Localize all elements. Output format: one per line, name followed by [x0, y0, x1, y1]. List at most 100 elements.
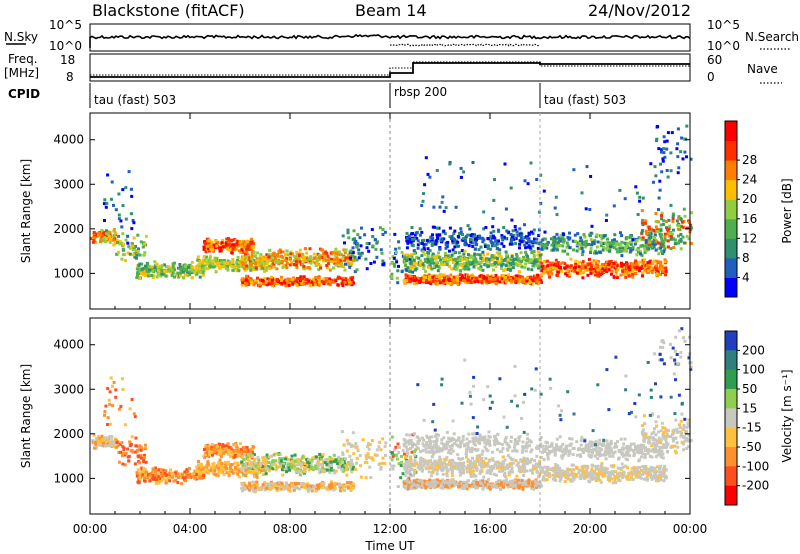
- scatter-cell: [500, 260, 504, 264]
- scatter-cell: [336, 261, 340, 265]
- scatter-cell: [526, 254, 529, 258]
- scatter-cell: [348, 465, 352, 469]
- scatter-cell: [504, 267, 508, 271]
- scatter-cell: [360, 475, 363, 479]
- scatter-cell: [657, 246, 661, 250]
- scatter-cell: [542, 189, 546, 193]
- scatter-cell: [235, 467, 239, 471]
- scatter-cell: [589, 271, 593, 275]
- scatter-cell: [595, 245, 599, 249]
- scatter-cell: [206, 447, 210, 451]
- scatter-cell: [450, 267, 454, 271]
- scatter-cell: [343, 464, 347, 467]
- scatter-cell: [358, 454, 362, 458]
- scatter-cell: [678, 228, 682, 232]
- scatter-cell: [306, 489, 310, 493]
- scatter-cell: [209, 248, 213, 252]
- scatter-cell: [104, 439, 108, 442]
- scatter-cell: [379, 248, 383, 252]
- scatter-cell: [659, 273, 663, 276]
- scatter-cell: [634, 272, 638, 276]
- scatter-cell: [108, 402, 112, 406]
- scatter-cell: [653, 230, 657, 234]
- scatter-cell: [177, 275, 181, 279]
- scatter-cell: [197, 270, 201, 274]
- scatter-cell: [313, 283, 317, 287]
- scatter-cell: [569, 264, 573, 268]
- scatter-cell: [234, 247, 238, 251]
- scatter-cell: [656, 220, 660, 224]
- beam-title: Beam 14: [355, 1, 427, 20]
- scatter-cell: [532, 255, 536, 259]
- scatter-cell: [545, 270, 549, 274]
- scatter-cell: [676, 127, 680, 131]
- scatter-cell: [289, 257, 292, 261]
- scatter-cell: [652, 245, 656, 249]
- scatter-cell: [317, 268, 321, 272]
- scatter-cell: [514, 279, 518, 283]
- scatter-cell: [367, 249, 371, 253]
- scatter-cell: [568, 231, 571, 235]
- scatter-cell: [403, 452, 406, 456]
- scatter-cell: [306, 460, 310, 464]
- scatter-cell: [210, 450, 214, 454]
- scatter-cell: [228, 240, 232, 244]
- scatter-cell: [395, 260, 399, 264]
- scatter-cell: [375, 448, 379, 452]
- scatter-cell: [425, 239, 429, 243]
- scatter-cell: [561, 249, 565, 253]
- scatter-cell: [236, 472, 240, 476]
- scatter-cell: [99, 443, 103, 447]
- scatter-cell: [204, 445, 208, 449]
- scatter-cell: [576, 263, 580, 267]
- scatter-cell: [240, 486, 244, 490]
- scatter-cell: [311, 468, 315, 472]
- scatter-cell: [494, 239, 498, 243]
- scatter-cell: [301, 277, 304, 280]
- scatter-cell: [267, 282, 271, 286]
- scatter-cell: [140, 468, 144, 472]
- scatter-cell: [104, 205, 108, 209]
- scatter-cell: [162, 469, 166, 473]
- scatter-cell: [111, 404, 115, 408]
- scatter-cell: [687, 221, 691, 224]
- scatter-cell: [442, 237, 446, 241]
- scatter-cell: [476, 279, 480, 283]
- scatter-cell: [263, 481, 267, 485]
- scatter-cell: [148, 265, 152, 269]
- scatter-cell: [416, 263, 420, 266]
- scatter-cell: [585, 264, 589, 268]
- scatter-cell: [474, 276, 478, 280]
- scatter-cell: [390, 451, 394, 455]
- scatter-cell: [461, 276, 464, 280]
- scatter-cell: [314, 455, 318, 459]
- scatter-cell: [514, 237, 518, 241]
- scatter-cell: [554, 237, 558, 241]
- scatter-cell: [652, 228, 656, 232]
- scatter-cell: [631, 268, 635, 272]
- scatter-cell: [633, 242, 637, 246]
- scatter-cell: [317, 254, 321, 257]
- scatter-cell: [635, 266, 639, 270]
- scatter-cell: [139, 448, 143, 452]
- scatter-cell: [248, 262, 252, 266]
- scatter-cell: [677, 166, 681, 170]
- scatter-cell: [247, 463, 251, 467]
- scatter-cell: [422, 267, 426, 270]
- scatter-cell: [461, 233, 464, 236]
- scatter-cell: [295, 458, 299, 462]
- scatter-cell: [233, 455, 237, 459]
- scatter-cell: [499, 266, 503, 270]
- scatter-cell: [276, 282, 280, 286]
- scatter-cell: [109, 238, 113, 242]
- scatter-cell: [591, 267, 595, 271]
- scatter-cell: [153, 260, 157, 264]
- scatter-cell: [282, 487, 286, 490]
- scatter-cell: [576, 232, 580, 236]
- scatter-cell: [419, 241, 423, 245]
- scatter-cell: [558, 243, 562, 247]
- scatter-cell: [502, 269, 506, 273]
- scatter-cell: [637, 236, 641, 240]
- scatter-cell: [420, 248, 424, 252]
- scatter-cell: [462, 252, 466, 256]
